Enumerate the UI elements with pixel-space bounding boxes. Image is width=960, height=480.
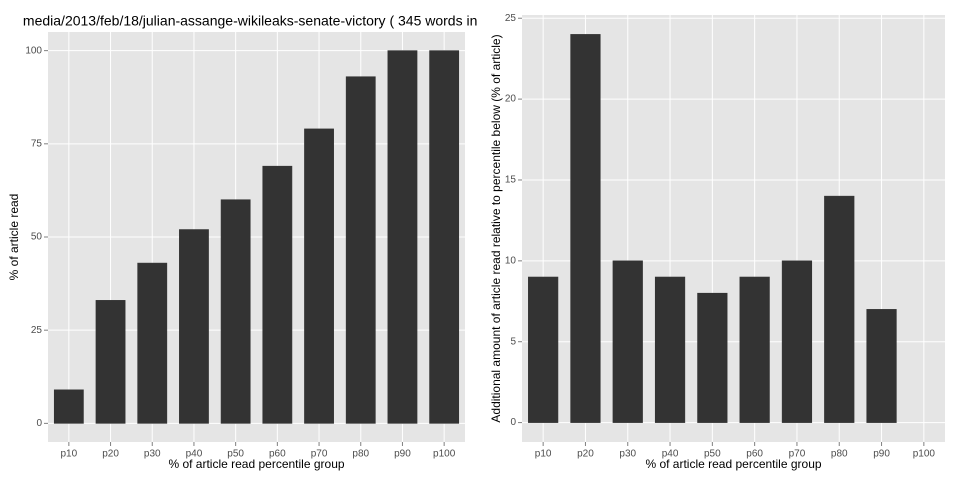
x-tick-label: p10 xyxy=(61,449,78,460)
bar xyxy=(345,76,376,424)
chart-title: media/2013/feb/18/julian-assange-wikilea… xyxy=(23,13,489,29)
bar xyxy=(220,199,251,424)
y-tick-label: 15 xyxy=(505,175,517,186)
x-tick-label: p70 xyxy=(789,449,806,460)
bar xyxy=(697,292,728,423)
x-tick-label: p30 xyxy=(144,449,161,460)
x-tick-label: p50 xyxy=(704,449,721,460)
bar xyxy=(528,276,559,423)
y-tick-label: 100 xyxy=(25,45,42,56)
y-axis-title: % of article read xyxy=(7,194,21,281)
x-tick-label: p80 xyxy=(352,449,369,460)
x-tick-label: p80 xyxy=(831,449,848,460)
x-tick-label: p100 xyxy=(913,449,936,460)
y-tick-label: 75 xyxy=(31,138,43,149)
x-tick-label: p30 xyxy=(619,449,636,460)
bar xyxy=(137,262,168,424)
y-tick-label: 20 xyxy=(505,94,517,105)
x-tick-label: p60 xyxy=(746,449,763,460)
bar xyxy=(387,50,418,424)
y-tick-label: 25 xyxy=(31,325,43,336)
bar xyxy=(262,165,293,424)
x-tick-label: p100 xyxy=(433,449,456,460)
x-tick-label: p40 xyxy=(662,449,679,460)
bar xyxy=(781,260,813,423)
x-tick-label: p40 xyxy=(186,449,203,460)
bar xyxy=(612,260,643,423)
x-tick-label: p50 xyxy=(227,449,244,460)
x-tick-label: p70 xyxy=(311,449,328,460)
bar xyxy=(429,50,460,424)
bar xyxy=(95,300,126,424)
x-tick-label: p10 xyxy=(535,449,552,460)
bar xyxy=(866,309,897,423)
x-tick-label: p20 xyxy=(102,449,119,460)
x-tick-label: p60 xyxy=(269,449,286,460)
bar xyxy=(824,195,855,423)
y-tick-label: 50 xyxy=(31,232,43,243)
y-tick-label: 25 xyxy=(505,13,517,24)
y-tick-label: 5 xyxy=(510,336,516,347)
y-tick-label: 0 xyxy=(510,417,516,428)
y-tick-label: 10 xyxy=(505,255,517,266)
bar xyxy=(570,34,601,423)
bar xyxy=(53,389,84,424)
x-tick-label: p20 xyxy=(577,449,594,460)
x-tick-label: p90 xyxy=(873,449,890,460)
x-axis-title: % of article read percentile group xyxy=(645,457,821,471)
bar xyxy=(179,229,209,424)
bar xyxy=(304,128,334,424)
x-axis-title: % of article read percentile group xyxy=(168,457,344,471)
bar xyxy=(654,276,686,423)
title-clip: media/2013/feb/18/julian-assange-wikilea… xyxy=(23,13,489,29)
x-tick-label: p90 xyxy=(394,449,411,460)
bar xyxy=(739,276,770,423)
y-tick-label: 0 xyxy=(36,418,42,429)
y-axis-title: Additional amount of article read relati… xyxy=(489,34,503,422)
